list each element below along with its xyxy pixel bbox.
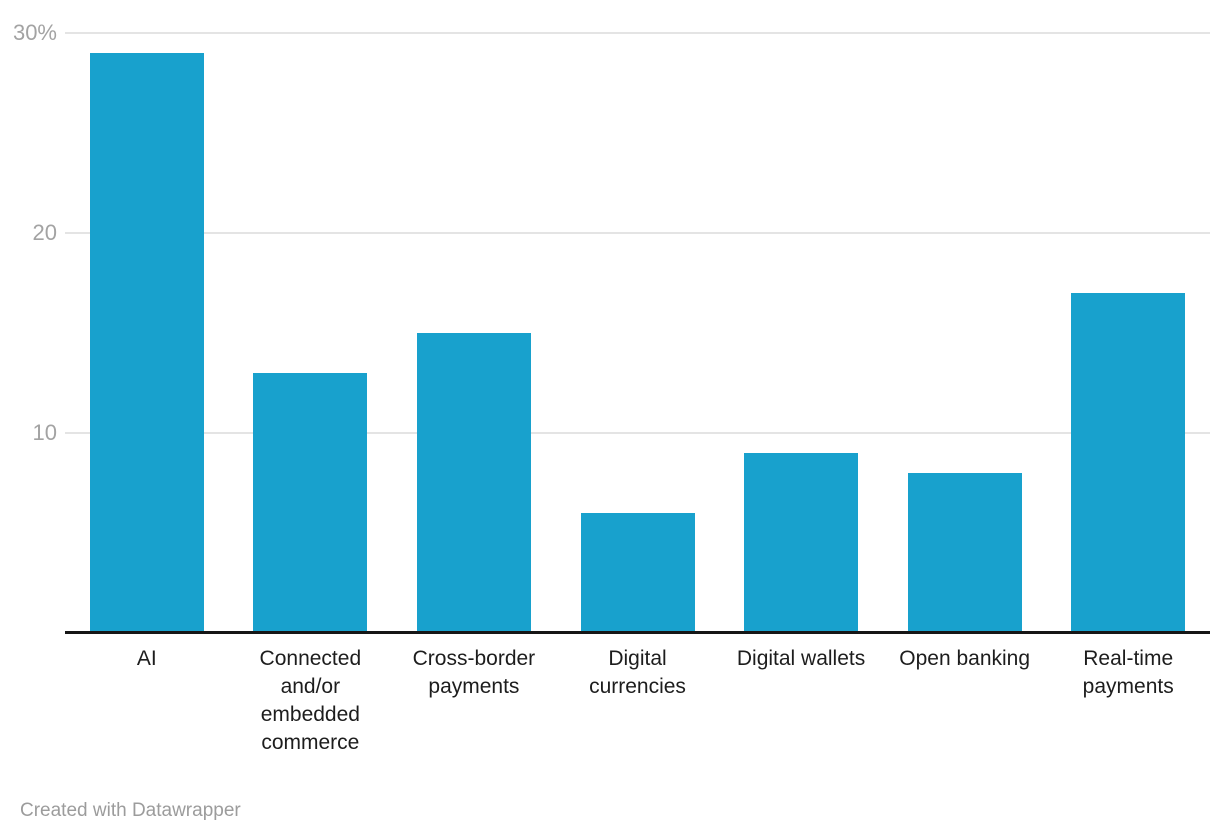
- bar: [580, 513, 695, 633]
- gridline: [65, 32, 1210, 34]
- x-axis-label: Cross-border payments: [412, 647, 536, 698]
- x-axis-label: Open banking: [899, 647, 1031, 670]
- x-axis-label: AI: [136, 647, 157, 670]
- datawrapper-attribution-link[interactable]: Created with Datawrapper: [20, 800, 241, 821]
- gridline: [65, 432, 1210, 434]
- y-tick-label: 30%: [12, 20, 57, 45]
- x-axis-label: Digital currencies: [589, 647, 686, 698]
- bar: [907, 473, 1022, 633]
- x-axis-label: Real-time payments: [1082, 647, 1174, 698]
- bar: [89, 53, 204, 633]
- x-axis-label: Digital wallets: [736, 647, 866, 670]
- gridline: [65, 232, 1210, 234]
- y-tick-label: 20: [32, 220, 57, 245]
- bar: [744, 453, 859, 633]
- bar: [1071, 293, 1186, 633]
- y-tick-label: 10: [32, 420, 57, 445]
- bar: [253, 373, 368, 633]
- bar: [416, 333, 531, 633]
- x-axis-label: Connected and/or embedded commerce: [259, 647, 362, 754]
- x-axis-line: [65, 631, 1210, 634]
